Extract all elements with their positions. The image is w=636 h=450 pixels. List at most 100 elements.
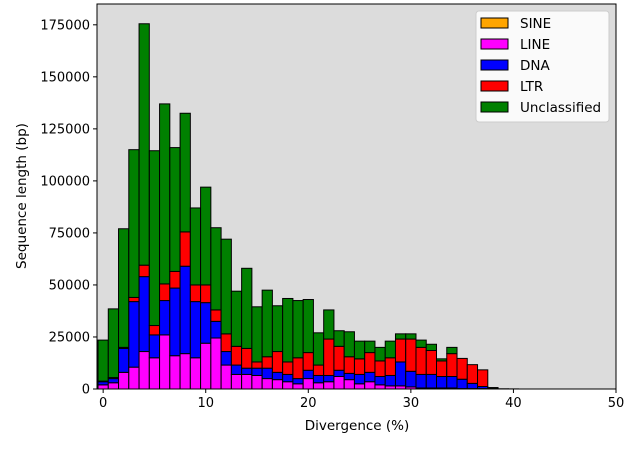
- bar-line-4: [139, 352, 149, 389]
- bar-unclassified-2: [119, 229, 129, 348]
- bar-line-25: [354, 384, 364, 389]
- bar-ltr-24: [344, 357, 354, 374]
- bar-unclassified-23: [334, 331, 344, 347]
- x-tick-label: 10: [197, 396, 214, 411]
- bar-line-6: [160, 335, 170, 389]
- legend-label-unclassified: Unclassified: [520, 100, 601, 116]
- bar-ltr-15: [252, 362, 262, 368]
- bar-ltr-27: [375, 361, 385, 377]
- bar-line-7: [170, 356, 180, 389]
- bar-dna-24: [344, 373, 354, 379]
- bar-ltr-32: [426, 351, 436, 375]
- bar-line-10: [201, 343, 211, 389]
- bar-line-23: [334, 377, 344, 389]
- bar-unclassified-3: [129, 150, 139, 298]
- legend-swatch-dna: [481, 60, 508, 70]
- bar-unclassified-28: [385, 341, 395, 358]
- y-tick-label: 0: [82, 383, 90, 398]
- y-tick-label: 25000: [49, 330, 90, 345]
- bar-unclassified-24: [344, 332, 354, 357]
- bar-ltr-23: [334, 346, 344, 370]
- bar-dna-6: [160, 301, 170, 335]
- bar-unclassified-1: [108, 309, 118, 378]
- bar-ltr-28: [385, 358, 395, 376]
- bar-ltr-35: [457, 358, 467, 379]
- y-tick-label: 125000: [40, 122, 90, 137]
- bar-ltr-36: [467, 365, 477, 384]
- bar-line-22: [324, 382, 334, 389]
- bar-unclassified-25: [354, 341, 364, 359]
- bar-ltr-6: [160, 284, 170, 301]
- bar-ltr-21: [313, 365, 323, 375]
- bar-line-27: [375, 385, 385, 389]
- bar-unclassified-22: [324, 310, 334, 339]
- bar-ltr-30: [406, 339, 416, 371]
- bar-unclassified-8: [180, 113, 190, 232]
- bar-unclassified-0: [98, 340, 108, 381]
- bar-dna-11: [211, 321, 221, 338]
- y-tick-label: 175000: [40, 18, 90, 33]
- bar-line-5: [149, 358, 159, 389]
- bar-line-9: [190, 358, 200, 389]
- bar-line-0: [98, 385, 108, 389]
- bar-ltr-4: [139, 265, 149, 276]
- bar-unclassified-27: [375, 347, 385, 361]
- x-tick-label: 30: [403, 396, 420, 411]
- bar-ltr-26: [365, 353, 375, 373]
- bar-unclassified-5: [149, 151, 159, 326]
- bar-line-12: [221, 365, 231, 389]
- bar-dna-23: [334, 370, 344, 376]
- bar-ltr-14: [242, 348, 252, 368]
- bar-dna-28: [385, 375, 395, 385]
- y-tick-label: 100000: [40, 174, 90, 189]
- bar-dna-33: [437, 377, 447, 388]
- bar-line-14: [242, 374, 252, 389]
- bar-ltr-19: [293, 358, 303, 379]
- bar-dna-30: [406, 371, 416, 387]
- legend-swatch-line: [481, 39, 508, 49]
- bar-unclassified-26: [365, 341, 375, 352]
- bar-dna-13: [231, 365, 241, 374]
- bar-ltr-29: [395, 339, 405, 362]
- legend-label-dna: DNA: [520, 58, 550, 74]
- bar-dna-25: [354, 374, 364, 383]
- bar-ltr-3: [129, 297, 139, 301]
- bar-dna-7: [170, 288, 180, 356]
- bar-dna-10: [201, 303, 211, 344]
- bar-ltr-16: [262, 357, 272, 368]
- bar-ltr-20: [303, 353, 313, 371]
- bar-unclassified-30: [406, 334, 416, 339]
- bar-line-26: [365, 382, 375, 389]
- bar-line-8: [180, 354, 190, 389]
- bar-dna-29: [395, 362, 405, 386]
- bar-ltr-22: [324, 339, 334, 375]
- bar-dna-9: [190, 302, 200, 358]
- bar-ltr-37: [478, 370, 488, 387]
- x-tick-label: 40: [505, 396, 522, 411]
- bar-ltr-13: [231, 346, 241, 365]
- bar-dna-27: [375, 377, 385, 385]
- bar-dna-31: [416, 374, 426, 388]
- x-tick-label: 0: [99, 396, 107, 411]
- bar-dna-16: [262, 368, 272, 378]
- bar-line-11: [211, 338, 221, 389]
- bar-dna-15: [252, 368, 262, 375]
- bar-ltr-31: [416, 347, 426, 374]
- x-tick-label: 50: [608, 396, 625, 411]
- bar-unclassified-20: [303, 300, 313, 353]
- bar-line-17: [272, 380, 282, 389]
- legend-swatch-unclassified: [481, 102, 508, 112]
- legend-label-ltr: LTR: [520, 79, 543, 95]
- bar-unclassified-9: [190, 208, 200, 285]
- bar-ltr-17: [272, 352, 282, 373]
- legend-label-sine: SINE: [520, 16, 551, 32]
- bar-unclassified-38: [488, 388, 498, 389]
- bar-dna-1: [108, 379, 118, 383]
- bar-ltr-8: [180, 232, 190, 266]
- bar-line-21: [313, 383, 323, 389]
- bar-ltr-10: [201, 285, 211, 303]
- y-tick-label: 75000: [49, 226, 90, 241]
- bar-line-24: [344, 380, 354, 389]
- bar-dna-14: [242, 368, 252, 374]
